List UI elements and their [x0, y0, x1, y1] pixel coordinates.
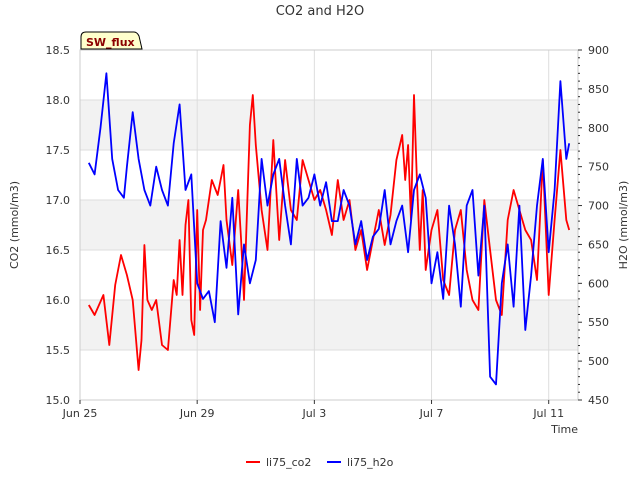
y-axis-left-title: CO2 (mmol/m3) — [8, 181, 21, 269]
sw-flux-badge: SW_flux — [80, 31, 143, 50]
x-tick-label-1: Jun 29 — [179, 407, 215, 420]
y-right-tick-label-6: 750 — [588, 161, 609, 174]
badge-label: SW_flux — [86, 36, 135, 49]
y-left-tick-label-6: 18.0 — [46, 94, 71, 107]
y-right-tick-label-0: 450 — [588, 394, 609, 407]
series-lines — [87, 72, 571, 386]
x-axis-title: Time — [550, 423, 578, 436]
y-left-tick-label-1: 15.5 — [46, 344, 71, 357]
y-right-tick-label-8: 850 — [588, 83, 609, 96]
x-axis: Jun 25 Jun 29 Jul 3 Jul 7 Jul 11 — [62, 400, 564, 420]
legend: li75_co2 li75_h2o — [246, 456, 394, 469]
x-tick-label-3: Jul 7 — [419, 407, 444, 420]
y-right-tick-label-4: 650 — [588, 238, 609, 251]
x-tick-label-0: Jun 25 — [62, 407, 98, 420]
band-2 — [80, 100, 578, 150]
x-tick-label-4: Jul 11 — [532, 407, 564, 420]
y-left-tick-label-7: 18.5 — [46, 44, 71, 57]
plot-frame — [79, 49, 579, 401]
y-right-tick-label-5: 700 — [588, 200, 609, 213]
y-axis-right: 450 500 550 600 650 700 750 800 850 900 — [578, 44, 609, 407]
y-right-tick-label-9: 900 — [588, 44, 609, 57]
y-left-tick-label-0: 15.0 — [46, 394, 71, 407]
series-line-li75_h2o — [87, 72, 571, 386]
series-line-li75_co2 — [88, 94, 571, 371]
y-left-tick-label-5: 17.5 — [46, 144, 71, 157]
band-0 — [80, 300, 578, 350]
y-right-tick-label-1: 500 — [588, 355, 609, 368]
legend-label-co2: li75_co2 — [266, 456, 311, 469]
legend-label-h2o: li75_h2o — [347, 456, 394, 469]
y-right-tick-label-2: 550 — [588, 316, 609, 329]
badge-shape — [80, 31, 143, 50]
y-left-tick-label-4: 17.0 — [46, 194, 71, 207]
y-right-tick-label-7: 800 — [588, 122, 609, 135]
y-axis-left: 15.0 15.5 16.0 16.5 17.0 17.5 18.0 18.5 — [46, 44, 71, 407]
y-left-tick-label-2: 16.0 — [46, 294, 71, 307]
y-left-tick-label-3: 16.5 — [46, 244, 71, 257]
y-right-tick-label-3: 600 — [588, 277, 609, 290]
chart-title: CO2 and H2O — [276, 4, 365, 19]
x-tick-label-2: Jul 3 — [301, 407, 326, 420]
y-axis-right-title: H2O (mmol/m3) — [617, 181, 630, 270]
